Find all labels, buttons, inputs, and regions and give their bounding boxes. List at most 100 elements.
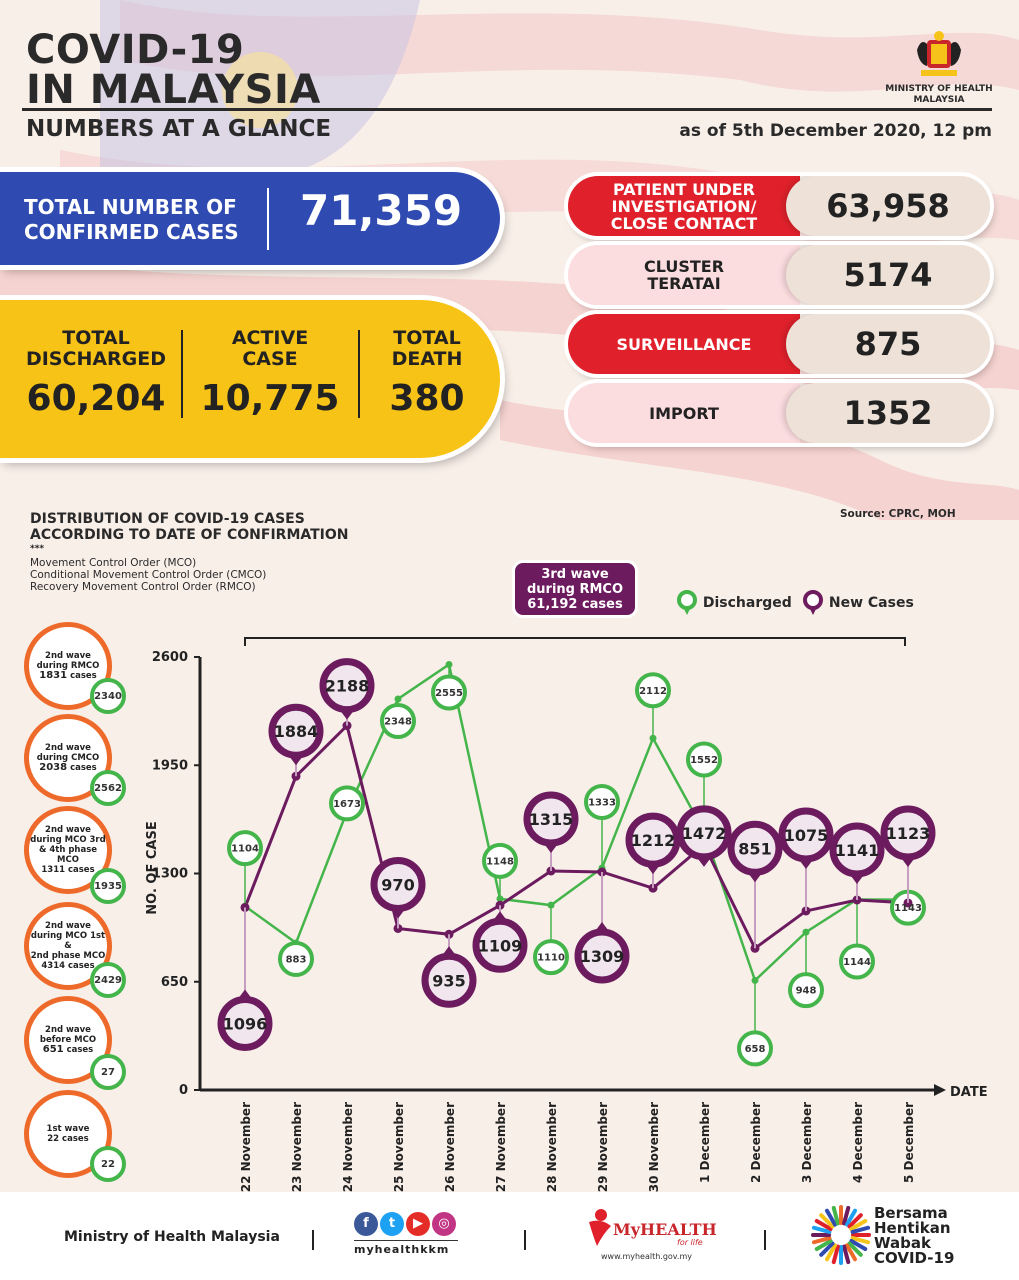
wave-count: 2038 [39, 762, 68, 773]
distribution-title-1: DISTRIBUTION OF COVID-19 CASES [30, 511, 305, 527]
sunburst-ray [842, 1244, 851, 1265]
death-label-1: TOTAL [393, 327, 461, 349]
discharged-label-1: TOTAL [62, 327, 130, 349]
purple-pin-icon [803, 590, 823, 615]
new-cases-value-label: 1472 [682, 824, 727, 843]
wave-line: during RMCO [36, 661, 100, 671]
discharged-marker [839, 943, 875, 980]
social-links: f t ▶ ◎ myhealthkkm [354, 1212, 458, 1256]
new-cases-value-label: 1096 [223, 1014, 268, 1033]
confirmed-label: TOTAL NUMBER OF CONFIRMED CASES [24, 195, 239, 245]
instagram-icon[interactable]: ◎ [432, 1212, 456, 1236]
category-value: 5174 [786, 245, 990, 305]
myhealth-name: MyHEALTH [613, 1220, 717, 1239]
green-pin-icon [677, 590, 697, 615]
youtube-icon[interactable]: ▶ [406, 1212, 430, 1236]
summary-divider [358, 330, 360, 418]
discharged-marker [686, 741, 722, 778]
ministry-logo: MINISTRY OF HEALTH MALAYSIA [874, 30, 1004, 106]
category-label-line: PATIENT UNDER [613, 179, 755, 199]
facebook-icon[interactable]: f [354, 1212, 378, 1236]
x-tick-label: 29 November [596, 1102, 610, 1192]
footer: Ministry of Health Malaysia f t ▶ ◎ myhealt… [0, 1192, 1019, 1280]
sunburst-ray [842, 1205, 851, 1226]
confirmed-label-1: TOTAL NUMBER OF [24, 195, 237, 219]
social-handle[interactable]: myhealthkkm [354, 1240, 458, 1256]
wave3-line: 3rd wave [541, 567, 609, 582]
new-cases-value-label: 851 [738, 839, 771, 858]
active-label-1: ACTIVE [231, 327, 309, 349]
wave-discharged-badge: 2429 [90, 962, 126, 998]
myhealth-figure-icon [589, 1209, 611, 1246]
new-cases-marker [778, 807, 834, 863]
coat-of-arms-icon [917, 31, 961, 76]
footer-divider [312, 1230, 314, 1250]
page-subtitle: NUMBERS AT A GLANCE [26, 116, 332, 142]
new-cases-marker [676, 805, 732, 861]
wave-line: 2nd phase MCO [30, 951, 106, 961]
discharged-marker [278, 940, 314, 977]
discharged-label-2: DISCHARGED [25, 348, 167, 370]
category-label-line: TERATAI [647, 274, 721, 293]
wave-line: 1831 cases [29, 671, 107, 682]
twitter-icon[interactable]: t [380, 1212, 404, 1236]
wave-line: & 4th phase MCO [38, 845, 98, 865]
y-tick-label: 650 [161, 975, 188, 990]
new-cases-value-label: 970 [381, 875, 414, 894]
distribution-title: DISTRIBUTION OF COVID-19 CASES ACCORDING… [30, 511, 349, 543]
summary-panel: TOTAL DISCHARGED 60,204 ACTIVE CASE 10,7… [0, 300, 500, 458]
discharged-value-label: 1144 [843, 957, 871, 968]
wave-unit: cases [66, 1045, 94, 1055]
new-cases-marker [421, 952, 477, 1008]
wave-line: 4314 cases [41, 961, 95, 971]
discharged-value: 60,204 [26, 378, 166, 419]
new-cases-marker [625, 812, 681, 868]
order-legend: Movement Control Order (MCO) Conditional… [30, 557, 266, 593]
y-axis-title: NO. OF CASE [145, 821, 160, 914]
wave-line: 2nd wave [45, 921, 91, 931]
mco-text: Movement Control Order (MCO) [30, 557, 197, 569]
new-cases-value-label: 1109 [478, 936, 523, 955]
wave-line: 22 cases [47, 1134, 89, 1144]
ministry-name-2: MALAYSIA [913, 95, 965, 105]
title-line-2: IN MALAYSIA [26, 67, 321, 113]
wave-line: 2nd wave [45, 1025, 91, 1035]
slogan-line: Bersama [874, 1204, 948, 1222]
x-tick-label: 30 November [647, 1102, 661, 1192]
sunburst-ray [811, 1225, 832, 1234]
wave-line: before MCO [39, 1035, 97, 1045]
myhealth-url[interactable]: www.myhealth.gov.my [601, 1252, 692, 1261]
wave3-line: 61,192 cases [527, 597, 623, 612]
asterisks: *** [30, 544, 45, 554]
as-of-date: as of 5th December 2020, 12 pm [679, 121, 992, 141]
x-tick-label: 27 November [494, 1102, 508, 1192]
new-cases-marker [523, 791, 579, 847]
wave-line: 1st wave [46, 1124, 90, 1134]
page-title: COVID-19 IN MALAYSIA [26, 30, 321, 110]
wave-line: 651 cases [29, 1045, 107, 1056]
new-cases-marker [829, 822, 885, 878]
confirmed-label-2: CONFIRMED CASES [24, 220, 239, 244]
sunburst-ray [825, 1243, 837, 1262]
discharged-marker [380, 702, 416, 739]
category-label: CLUSTER TERATAI [568, 245, 800, 305]
category-label-line: CLUSTER [643, 257, 725, 276]
confirmed-divider [267, 188, 269, 250]
discharged-value-label: 1143 [894, 903, 922, 914]
title-divider [22, 108, 992, 111]
wave-circle: 2nd wave during MCO 3rd & 4th phase MCO … [24, 806, 112, 894]
myhealth-tagline: for life [677, 1238, 703, 1247]
new-cases-value-label: 1309 [580, 947, 625, 966]
bersama-slogan: Bersama Hentikan Wabak COVID-19 [874, 1206, 954, 1266]
death-stat: TOTAL DEATH 380 [372, 327, 482, 420]
death-label-2: DEATH [391, 348, 463, 370]
new-cases-marker [574, 928, 630, 984]
new-cases-line [243, 722, 909, 951]
title-line-1: COVID-19 [26, 27, 245, 73]
distribution-title-2: ACCORDING TO DATE OF CONFIRMATION [30, 527, 349, 543]
sunburst-ray [831, 1244, 840, 1265]
sunburst-ray [819, 1241, 835, 1257]
discharged-marker [482, 842, 518, 879]
new-cases-marker [319, 658, 375, 714]
discharged-stat: TOTAL DISCHARGED 60,204 [22, 327, 170, 420]
